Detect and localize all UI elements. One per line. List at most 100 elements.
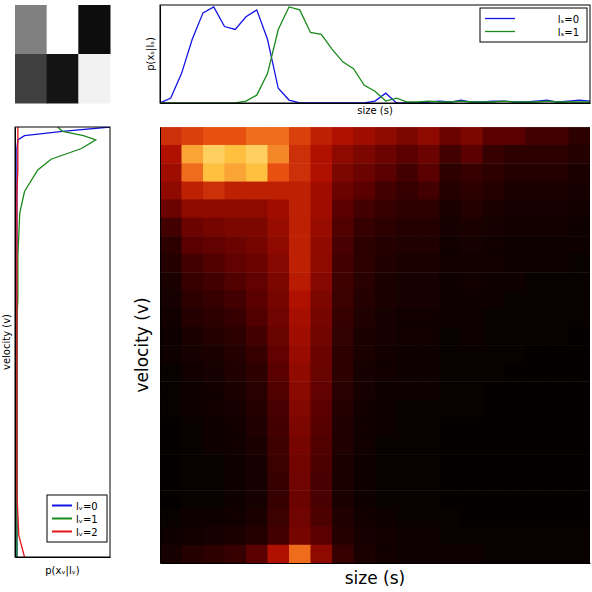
heatmap-cell [418,363,440,382]
heatmap-cell [504,272,526,291]
heatmap-cell [483,127,505,146]
heatmap-cell [483,218,505,237]
heatmap-cell [203,545,225,563]
heatmap-cell [268,218,290,237]
heatmap-cell [203,381,225,400]
legend-label: lₛ=0 [558,14,579,25]
plot-frame [15,127,110,557]
heatmap-cell [461,472,483,491]
image-cell [47,5,79,55]
heatmap-cell [526,436,548,455]
heatmap-cell [569,199,591,218]
heatmap-cell [289,363,311,382]
heatmap-cell [289,163,311,182]
plot-frame [160,5,590,103]
heatmap-cell [332,454,354,473]
heatmap-cell [289,236,311,255]
heatmap-cell [526,454,548,473]
heatmap-cell [440,363,462,382]
heatmap-cell [332,182,354,201]
heatmap-cell [397,145,419,164]
heatmap-cell [418,199,440,218]
image-cell [15,54,47,104]
heatmap-cell [354,327,376,346]
heatmap-cell [526,509,548,528]
heatmap-cell [418,127,440,146]
legend-label: lᵥ=0 [76,501,98,512]
heatmap-cell [225,454,247,473]
heatmap-cell [182,363,204,382]
heatmap-cell [203,526,225,545]
heatmap-cell [160,436,182,455]
heatmap-cell [375,327,397,346]
heatmap-cell [354,163,376,182]
heatmap-cell [311,363,333,382]
heatmap-cell [418,145,440,164]
heatmap-cell [225,254,247,273]
heatmap-cell [526,272,548,291]
image-cell [78,5,110,55]
heatmap-cell [569,381,591,400]
heatmap-cell [354,363,376,382]
heatmap-cell [203,400,225,419]
heatmap-cell [160,400,182,419]
heatmap-cell [225,236,247,255]
heatmap-cell [483,509,505,528]
heatmap-cell [225,163,247,182]
heatmap-cell [440,454,462,473]
heatmap-cell [397,182,419,201]
heatmap-cell [268,436,290,455]
heatmap-cell [461,291,483,310]
heatmap-cell [225,199,247,218]
heatmap-cell [547,345,569,364]
heatmap-cell [418,472,440,491]
axis [160,6,161,104]
heatmap-cell [375,291,397,310]
heatmap-cell [547,454,569,473]
heatmap-cell [332,363,354,382]
heatmap-cell [160,490,182,509]
heatmap-cell [440,236,462,255]
heatmap-cell [547,490,569,509]
axis-line [15,128,16,558]
heatmap-cell [160,472,182,491]
heatmap-cell [375,509,397,528]
heatmap-cell [311,163,333,182]
heatmap-cell [375,254,397,273]
legend-swatch [52,505,72,507]
heatmap-cell [375,490,397,509]
heatmap-cell [547,127,569,146]
heatmap-cell [483,417,505,436]
heatmap-cell [526,199,548,218]
heatmap-cell [268,163,290,182]
heatmap-cell [375,163,397,182]
heatmap-cell [311,400,333,419]
heatmap-cell [160,182,182,201]
heatmap-cell [483,363,505,382]
legend-swatch [485,18,515,19]
heatmap-cell [504,400,526,419]
heatmap-cell [418,526,440,545]
heatmap-cell [440,327,462,346]
heatmap-cell [547,308,569,327]
heatmap-cell [526,236,548,255]
heatmap-cell [203,182,225,201]
heatmap-cell [268,199,290,218]
heatmap-cell [397,327,419,346]
heatmap-cell [332,509,354,528]
heatmap-cell [504,436,526,455]
heatmap-cell [440,272,462,291]
heatmap-cell [332,381,354,400]
heatmap-cell [160,218,182,237]
heatmap-cell [203,509,225,528]
heatmap-cell [547,145,569,164]
heatmap-cell [246,526,268,545]
heatmap-cell [526,381,548,400]
heatmap-cell [225,272,247,291]
heatmap-cell [311,145,333,164]
x-axis-title: size (s) [345,568,406,588]
heatmap-cell [160,545,182,563]
heatmap-cell [461,218,483,237]
heatmap-cell [375,545,397,563]
heatmap-cell [182,509,204,528]
